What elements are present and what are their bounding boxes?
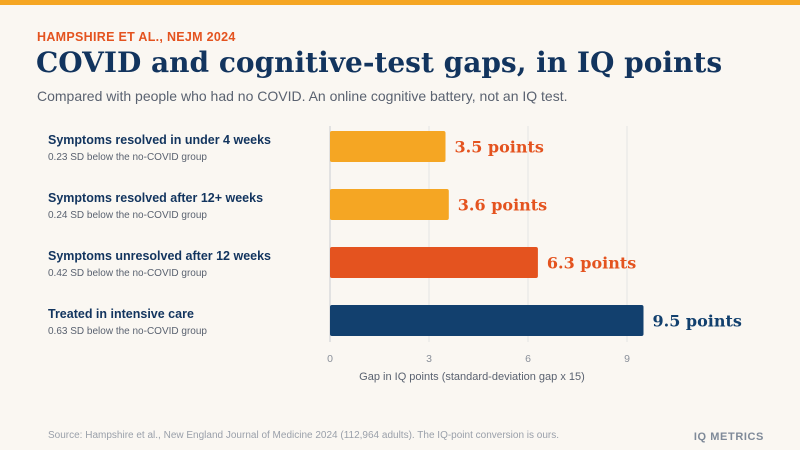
- data-label: 3.6 points: [458, 196, 547, 215]
- data-label: 9.5 points: [653, 312, 742, 331]
- category-label: Symptoms resolved in under 4 weeks: [48, 133, 271, 147]
- bar: [330, 131, 446, 162]
- data-label: 3.5 points: [455, 138, 544, 157]
- category-sublabel: 0.63 SD below the no-COVID group: [48, 326, 207, 337]
- category-sublabel: 0.42 SD below the no-COVID group: [48, 268, 207, 279]
- tick-label: 0: [327, 353, 333, 365]
- category-label: Treated in intensive care: [48, 307, 194, 321]
- top-accent-bar: [0, 0, 800, 5]
- source-note: Source: Hampshire et al., New England Jo…: [48, 430, 560, 441]
- chart-title: COVID and cognitive-test gaps, in IQ poi…: [36, 46, 723, 79]
- tick-label: 6: [525, 353, 531, 365]
- tick-label: 3: [426, 353, 432, 365]
- data-label: 6.3 points: [547, 254, 636, 273]
- x-axis-label: Gap in IQ points (standard-deviation gap…: [359, 371, 585, 383]
- chart-subtitle: Compared with people who had no COVID. A…: [37, 88, 568, 104]
- bar: [330, 305, 644, 336]
- source-kicker: HAMPSHIRE ET AL., NEJM 2024: [37, 30, 236, 44]
- category-sublabel: 0.24 SD below the no-COVID group: [48, 210, 207, 221]
- bar: [330, 247, 538, 278]
- category-sublabel: 0.23 SD below the no-COVID group: [48, 152, 207, 163]
- category-label: Symptoms unresolved after 12 weeks: [48, 249, 272, 263]
- tick-label: 9: [624, 353, 630, 365]
- brand-logo: IQ METRICS: [693, 431, 764, 443]
- category-label: Symptoms resolved after 12+ weeks: [48, 191, 264, 205]
- bar: [330, 189, 449, 220]
